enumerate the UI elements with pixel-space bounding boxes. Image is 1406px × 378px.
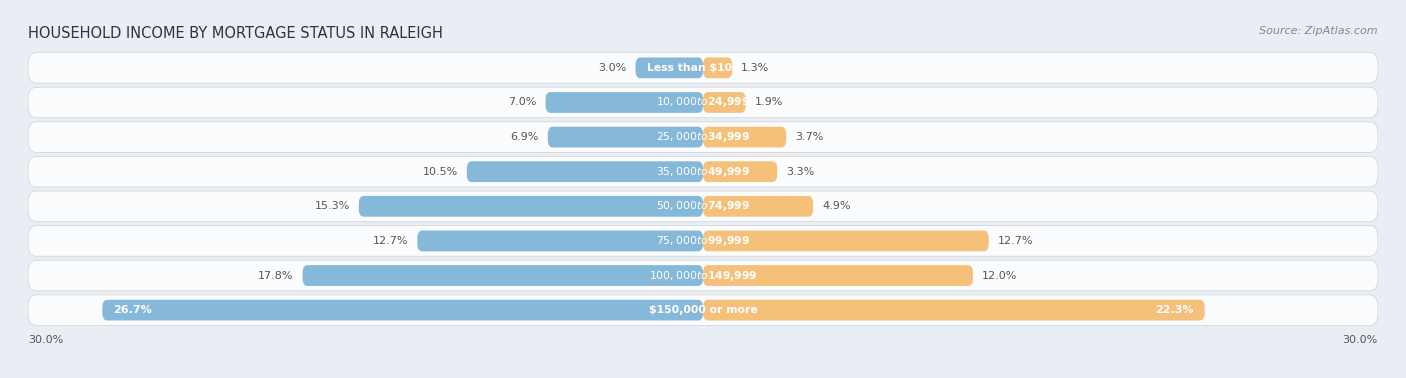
- FancyBboxPatch shape: [28, 87, 1378, 118]
- Text: 30.0%: 30.0%: [1343, 335, 1378, 345]
- FancyBboxPatch shape: [636, 57, 703, 78]
- Text: 3.3%: 3.3%: [786, 167, 814, 177]
- FancyBboxPatch shape: [28, 260, 1378, 291]
- FancyBboxPatch shape: [359, 196, 703, 217]
- FancyBboxPatch shape: [703, 300, 1205, 321]
- FancyBboxPatch shape: [28, 122, 1378, 152]
- FancyBboxPatch shape: [28, 53, 1378, 83]
- Text: 10.5%: 10.5%: [423, 167, 458, 177]
- Text: 1.3%: 1.3%: [741, 63, 769, 73]
- FancyBboxPatch shape: [703, 161, 778, 182]
- FancyBboxPatch shape: [703, 127, 786, 147]
- Text: 7.0%: 7.0%: [508, 98, 537, 107]
- Text: Source: ZipAtlas.com: Source: ZipAtlas.com: [1260, 26, 1378, 36]
- Text: 12.0%: 12.0%: [981, 271, 1018, 280]
- Text: 3.0%: 3.0%: [599, 63, 627, 73]
- FancyBboxPatch shape: [703, 57, 733, 78]
- Text: $50,000 to $74,999: $50,000 to $74,999: [655, 199, 751, 213]
- Text: $10,000 to $24,999: $10,000 to $24,999: [655, 96, 751, 110]
- FancyBboxPatch shape: [703, 92, 745, 113]
- Text: 4.9%: 4.9%: [823, 201, 851, 211]
- Text: 15.3%: 15.3%: [315, 201, 350, 211]
- Text: 12.7%: 12.7%: [373, 236, 408, 246]
- FancyBboxPatch shape: [703, 231, 988, 251]
- Text: Less than $10,000: Less than $10,000: [647, 63, 759, 73]
- Text: 1.9%: 1.9%: [755, 98, 783, 107]
- Text: 3.7%: 3.7%: [796, 132, 824, 142]
- FancyBboxPatch shape: [28, 295, 1378, 325]
- FancyBboxPatch shape: [28, 191, 1378, 222]
- FancyBboxPatch shape: [302, 265, 703, 286]
- FancyBboxPatch shape: [418, 231, 703, 251]
- Text: $75,000 to $99,999: $75,000 to $99,999: [655, 234, 751, 248]
- Text: 6.9%: 6.9%: [510, 132, 538, 142]
- FancyBboxPatch shape: [28, 156, 1378, 187]
- Text: 22.3%: 22.3%: [1154, 305, 1194, 315]
- FancyBboxPatch shape: [703, 196, 813, 217]
- Text: HOUSEHOLD INCOME BY MORTGAGE STATUS IN RALEIGH: HOUSEHOLD INCOME BY MORTGAGE STATUS IN R…: [28, 26, 443, 42]
- FancyBboxPatch shape: [703, 265, 973, 286]
- Text: $25,000 to $34,999: $25,000 to $34,999: [655, 130, 751, 144]
- FancyBboxPatch shape: [467, 161, 703, 182]
- FancyBboxPatch shape: [548, 127, 703, 147]
- Text: 26.7%: 26.7%: [114, 305, 152, 315]
- Text: 30.0%: 30.0%: [28, 335, 63, 345]
- Text: 17.8%: 17.8%: [259, 271, 294, 280]
- Text: $100,000 to $149,999: $100,000 to $149,999: [648, 268, 758, 282]
- FancyBboxPatch shape: [28, 226, 1378, 256]
- Text: 12.7%: 12.7%: [998, 236, 1033, 246]
- FancyBboxPatch shape: [103, 300, 703, 321]
- Text: $150,000 or more: $150,000 or more: [648, 305, 758, 315]
- Text: $35,000 to $49,999: $35,000 to $49,999: [655, 165, 751, 179]
- FancyBboxPatch shape: [546, 92, 703, 113]
